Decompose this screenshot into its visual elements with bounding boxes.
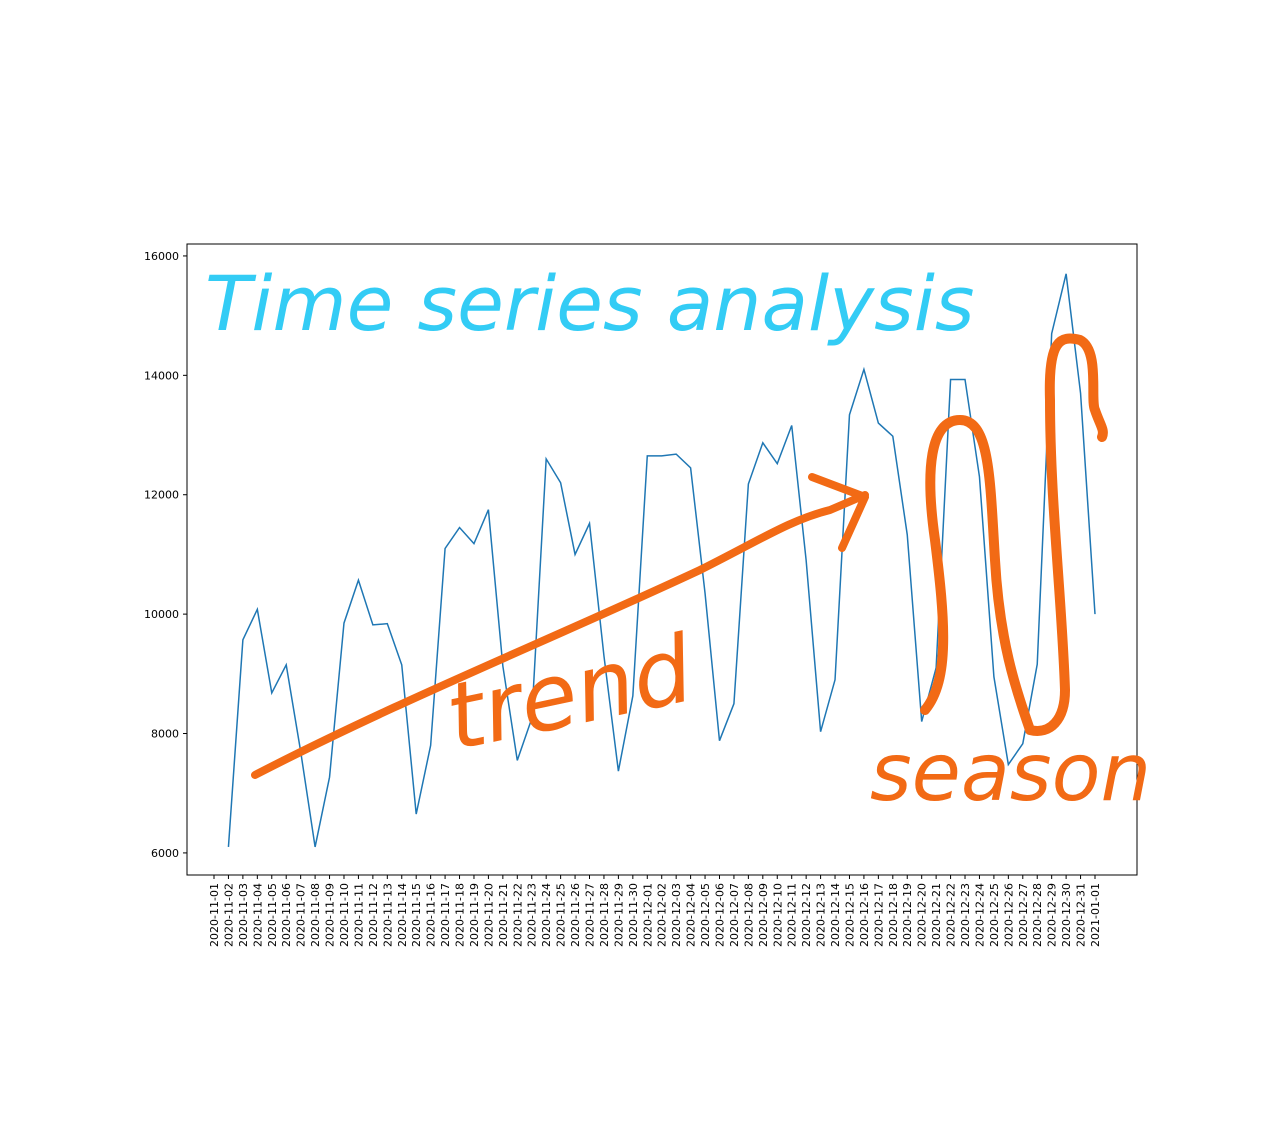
x-tick-label: 2020-12-19 <box>901 883 914 947</box>
x-tick-label: 2020-12-11 <box>786 883 799 947</box>
x-tick-label: 2020-11-24 <box>540 883 553 947</box>
x-tick-label: 2020-11-05 <box>266 883 279 947</box>
x-tick-label: 2020-11-03 <box>237 883 250 947</box>
x-tick-label: 2020-11-08 <box>309 883 322 947</box>
x-tick-label: 2020-11-29 <box>612 883 625 947</box>
x-tick-label: 2020-11-07 <box>295 883 308 947</box>
y-tick-label: 14000 <box>144 369 179 382</box>
x-tick-label: 2020-11-23 <box>526 883 539 947</box>
x-tick-label: 2020-12-01 <box>641 883 654 947</box>
x-tick-label: 2020-12-10 <box>771 883 784 947</box>
x-tick-label: 2020-11-14 <box>396 883 409 947</box>
x-tick-label: 2020-11-22 <box>511 883 524 947</box>
y-tick-label: 12000 <box>144 489 179 502</box>
x-tick-label: 2020-11-02 <box>222 883 235 947</box>
y-tick-label: 16000 <box>144 250 179 263</box>
trend-annotation: trend <box>437 615 702 771</box>
x-tick-label: 2020-12-07 <box>728 883 741 947</box>
x-tick-label: 2020-11-15 <box>410 883 423 947</box>
x-tick-label: 2020-12-17 <box>872 883 885 947</box>
x-tick-label: 2021-01-01 <box>1089 883 1102 947</box>
x-tick-label: 2020-12-09 <box>757 883 770 947</box>
x-tick-label: 2020-12-21 <box>930 883 943 947</box>
x-tick-label: 2020-12-08 <box>742 883 755 947</box>
x-tick-label: 2020-12-06 <box>713 883 726 947</box>
x-tick-label: 2020-11-04 <box>251 883 264 947</box>
x-tick-label: 2020-11-10 <box>338 883 351 947</box>
x-tick-label: 2020-12-04 <box>685 883 698 947</box>
x-tick-label: 2020-11-25 <box>555 883 568 947</box>
x-tick-label: 2020-12-03 <box>670 883 683 947</box>
x-tick-label: 2020-11-19 <box>468 883 481 947</box>
x-tick-label: 2020-12-30 <box>1060 883 1073 947</box>
x-tick-label: 2020-11-18 <box>454 883 467 947</box>
x-tick-label: 2020-11-16 <box>425 883 438 947</box>
x-tick-label: 2020-11-01 <box>208 883 221 947</box>
x-tick-label: 2020-12-13 <box>815 883 828 947</box>
x-tick-label: 2020-11-11 <box>352 883 365 947</box>
x-tick-label: 2020-11-30 <box>627 883 640 947</box>
trend-arrow <box>251 473 869 779</box>
x-tick-label: 2020-11-28 <box>598 883 611 947</box>
x-tick-label: 2020-12-16 <box>858 883 871 947</box>
x-tick-label: 2020-12-18 <box>887 883 900 947</box>
x-tick-label: 2020-11-27 <box>584 883 597 947</box>
x-tick-label: 2020-12-29 <box>1046 883 1059 947</box>
series-line <box>227 273 1096 848</box>
title-annotation: Time series analysis <box>205 259 974 348</box>
x-tick-label: 2020-11-17 <box>439 883 452 947</box>
x-tick-label: 2020-12-12 <box>800 883 813 947</box>
y-tick-label: 6000 <box>151 847 179 860</box>
x-tick-label: 2020-12-15 <box>843 883 856 947</box>
x-tick-label: 2020-12-27 <box>1017 883 1030 947</box>
x-tick-label: 2020-11-13 <box>381 883 394 947</box>
x-tick-label: 2020-11-21 <box>497 883 510 947</box>
x-tick-label: 2020-11-12 <box>367 883 380 947</box>
season-loop <box>920 333 1108 736</box>
x-tick-label: 2020-12-22 <box>945 883 958 947</box>
x-tick-label: 2020-12-23 <box>959 883 972 947</box>
y-tick-label: 8000 <box>151 728 179 741</box>
x-tick-label: 2020-11-06 <box>280 883 293 947</box>
x-tick-label: 2020-12-14 <box>829 883 842 947</box>
x-tick-label: 2020-12-20 <box>916 883 929 947</box>
x-tick-label: 2020-11-26 <box>569 883 582 947</box>
x-tick-label: 2020-12-26 <box>1002 883 1015 947</box>
x-tick-label: 2020-12-02 <box>656 883 669 947</box>
x-tick-label: 2020-11-09 <box>324 883 337 947</box>
season-annotation: season <box>870 726 1151 819</box>
x-tick-label: 2020-12-24 <box>973 883 986 947</box>
y-tick-label: 10000 <box>144 608 179 621</box>
x-tick-label: 2020-12-25 <box>988 883 1001 947</box>
x-tick-label: 2020-12-05 <box>699 883 712 947</box>
x-tick-label: 2020-11-20 <box>482 883 495 947</box>
x-tick-label: 2020-12-28 <box>1031 883 1044 947</box>
x-tick-label: 2020-12-31 <box>1075 883 1088 947</box>
